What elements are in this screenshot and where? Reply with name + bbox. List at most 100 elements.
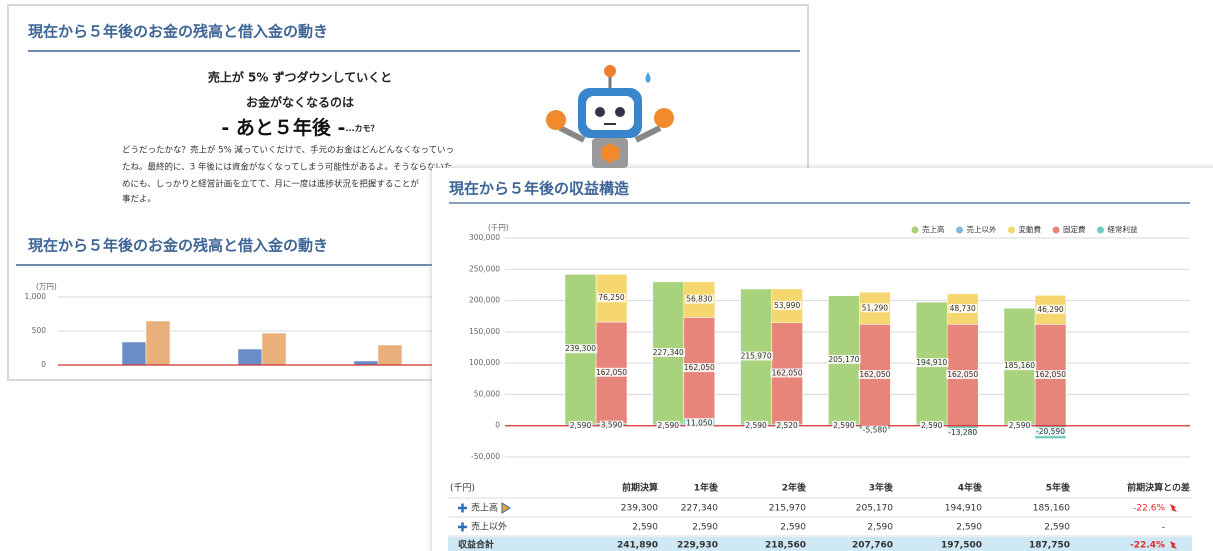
bar: [377, 344, 403, 366]
robot-illustration: [546, 65, 674, 168]
table-cell: 205,170: [856, 504, 893, 514]
table-cell: 2,590: [632, 523, 658, 533]
expand-icon: [458, 522, 467, 532]
data-label-bg: [568, 420, 593, 430]
total-row-bg: [448, 537, 1192, 551]
data-label: 215,970: [741, 352, 772, 361]
table-cell: 215,970: [769, 504, 806, 514]
table-cell: -22.6%: [1133, 504, 1165, 514]
data-label: 46,290: [1037, 305, 1063, 314]
body-line: どうだったかな？売上が 5% 減っていくだけで、手元のお金はどんどんなくなってい…: [122, 145, 454, 156]
data-label: 162,050: [859, 370, 890, 379]
table-unit: (千円): [450, 483, 475, 494]
data-label: -5,580: [863, 425, 887, 434]
data-label: 239,300: [565, 344, 596, 353]
body-line: 事だよ。: [122, 194, 156, 205]
column-header: 1年後: [694, 482, 719, 494]
data-label-bg: [1033, 370, 1068, 380]
data-label: 76,250: [598, 293, 624, 302]
data-label-bg: [770, 368, 804, 378]
y-tick-label: 1,000: [25, 292, 47, 301]
data-label: 48,730: [950, 304, 976, 313]
table-cell: 239,300: [621, 504, 658, 514]
headline-text: - あと５年後 -: [221, 116, 345, 139]
legend-label: 売上以外: [967, 224, 997, 234]
data-label-bg: [685, 294, 714, 304]
message: お金がなくなるのは: [246, 95, 354, 110]
data-label-bg: [1007, 420, 1032, 430]
y-tick-label: 50,000: [474, 389, 500, 398]
data-label-bg: [827, 354, 861, 364]
data-label: 162,050: [596, 368, 627, 377]
table-cell: 229,930: [677, 541, 718, 551]
data-label-bg: [744, 420, 769, 430]
table-cell: 2,590: [780, 523, 806, 533]
legend-label: 経常利益: [1108, 224, 1138, 234]
data-label-bg: [656, 420, 681, 430]
message: 売上が 5% ずつダウンしていくと: [208, 70, 392, 85]
data-label: 162,050: [947, 370, 978, 379]
column-header: 前期決算: [622, 482, 658, 494]
headline-note: ...カモ？: [345, 124, 378, 133]
y-axis-label: (万円): [36, 282, 57, 291]
column-header: 前期決算との差: [1127, 482, 1190, 494]
data-label: 205,170: [828, 355, 859, 364]
y-tick-label: -50,000: [471, 452, 500, 461]
data-label-bg: [860, 303, 890, 313]
headline: - あと５年後 -...カモ？: [221, 116, 378, 139]
data-label: 2,590: [570, 421, 592, 430]
card-title: 現在から５年後のお金の残高と借入金の動き: [28, 23, 328, 41]
trend-icon: [1170, 504, 1177, 512]
data-label: 2,520: [776, 421, 798, 430]
data-label: 2,590: [833, 421, 855, 430]
section-title: 現在から５年後のお金の残高と借入金の動き: [28, 237, 328, 255]
column-header: 4年後: [958, 482, 983, 494]
column-header: 5年後: [1046, 482, 1071, 494]
y-axis-label: (千円): [488, 222, 509, 232]
legend-label: 固定費: [1063, 224, 1086, 234]
data-label: 53,990: [774, 301, 800, 310]
y-tick-label: 0: [495, 421, 500, 430]
y-tick-label: 250,000: [469, 264, 500, 273]
card-frame: [432, 168, 1213, 551]
data-label-bg: [775, 420, 800, 430]
data-label: 162,050: [684, 363, 715, 372]
table-cell: 2,590: [867, 523, 893, 533]
table-cell: 2,590: [692, 523, 718, 533]
data-label: 162,050: [772, 368, 803, 377]
data-label: 56,830: [686, 295, 712, 304]
data-label: -13,280: [948, 428, 977, 437]
front-card: 現在から５年後の収益構造 (千円) -50,000 0 50,000 100,000 1…: [432, 168, 1213, 551]
expand-icon: [458, 503, 467, 513]
legend-swatch: [911, 226, 919, 234]
data-label: 227,340: [653, 348, 684, 357]
data-label-bg: [946, 370, 980, 380]
table-cell: 185,160: [1033, 504, 1070, 514]
data-label-bg: [947, 427, 979, 437]
table-cell: 2,590: [956, 523, 982, 533]
bar: [237, 348, 263, 366]
data-label-bg: [563, 344, 598, 354]
data-label: 11,050: [686, 418, 712, 427]
data-label-bg: [948, 304, 978, 314]
column-header: 2年後: [782, 482, 807, 494]
data-label: 3,590: [601, 421, 623, 430]
table-cell: -: [1162, 523, 1165, 533]
y-tick-label: 500: [32, 326, 47, 335]
data-label: 2,590: [1009, 421, 1031, 430]
y-tick-label: 0: [41, 360, 46, 369]
data-label-bg: [1036, 304, 1065, 314]
legend-swatch: [1097, 226, 1104, 234]
data-label-bg: [919, 420, 944, 430]
data-label: 2,590: [745, 421, 767, 430]
column-header: 3年後: [869, 482, 894, 494]
data-label-bg: [685, 418, 714, 428]
table-cell: -22.4%: [1130, 541, 1165, 551]
data-label: -20,590: [1036, 427, 1065, 436]
data-label-bg: [1002, 361, 1037, 371]
row-label: 売上高: [471, 502, 498, 514]
y-tick-label: 150,000: [469, 327, 500, 336]
data-label-bg: [1035, 427, 1067, 437]
table-cell: 2,590: [1044, 523, 1070, 533]
